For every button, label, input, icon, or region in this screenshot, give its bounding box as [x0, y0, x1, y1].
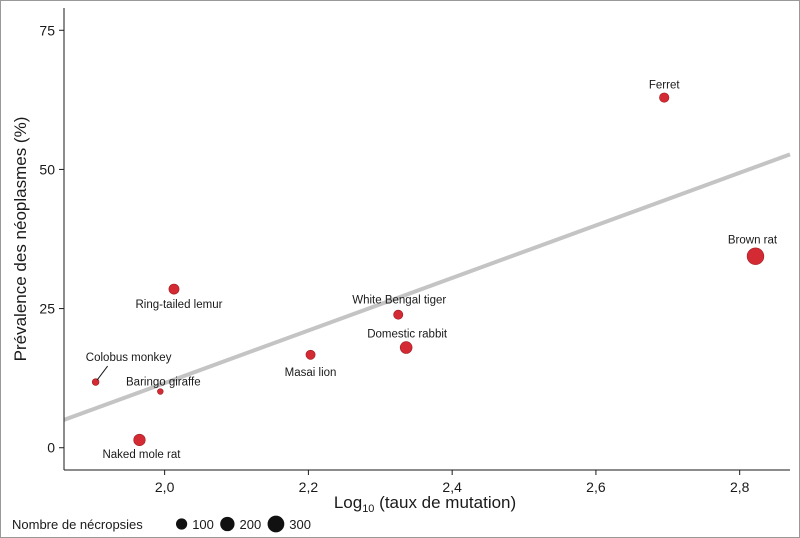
- legend-title: Nombre de nécropsies: [12, 517, 143, 532]
- point-label: Baringo giraffe: [126, 377, 201, 389]
- legend-size-label: 100: [192, 517, 214, 532]
- x-ticks: 2,0 2,2 2,4 2,6 2,8: [155, 470, 750, 495]
- y-tick-label: 0: [47, 440, 55, 456]
- data-point: [168, 283, 180, 295]
- x-axis-title: Log10 (taux de mutation): [334, 493, 516, 515]
- x-axis-title-subscript: 10: [362, 503, 374, 515]
- point-label: Ring-tailed lemur: [136, 299, 223, 311]
- y-tick-label: 50: [39, 161, 55, 177]
- x-tick-label: 2,4: [442, 479, 462, 495]
- x-tick-label: 2,6: [586, 479, 606, 495]
- data-point: [133, 433, 146, 447]
- data-point: [305, 349, 316, 360]
- axes: [63, 8, 790, 471]
- trendline: [63, 152, 791, 422]
- data-point: [746, 247, 765, 265]
- point-label: Ferret: [649, 80, 680, 92]
- legend-size-label: 200: [240, 517, 262, 532]
- legend-size-marker: [176, 518, 188, 530]
- data-point: [157, 388, 164, 395]
- legend-size-marker: [220, 516, 235, 532]
- legend-size-label: 300: [289, 517, 311, 532]
- x-axis-title-main: Log: [334, 493, 362, 512]
- data-point: [659, 92, 670, 103]
- x-tick-label: 2,2: [299, 479, 319, 495]
- point-labels: Ferret Brown rat Ring-tailed lemur White Be…: [86, 80, 778, 461]
- point-label: Domestic rabbit: [367, 329, 448, 341]
- size-legend: Nombre de nécropsies 100 200 300: [12, 515, 311, 533]
- data-points: [91, 92, 765, 447]
- x-tick-label: 2,8: [730, 479, 750, 495]
- label-leader-line: [96, 365, 109, 381]
- y-tick-label: 75: [39, 22, 55, 38]
- y-tick-label: 25: [39, 301, 55, 317]
- data-point: [393, 309, 404, 320]
- x-axis-title-rest: (taux de mutation): [374, 493, 516, 512]
- data-point: [399, 341, 413, 354]
- legend-size-marker: [267, 515, 285, 533]
- x-tick-label: 2,0: [155, 479, 175, 495]
- data-point: [91, 378, 100, 386]
- y-axis-title: Prévalence des néoplasmes (%): [11, 117, 30, 362]
- point-label: Masai lion: [285, 367, 337, 379]
- point-label: Colobus monkey: [86, 352, 172, 364]
- point-label: White Bengal tiger: [352, 295, 446, 307]
- point-label: Naked mole rat: [102, 449, 181, 461]
- point-label: Brown rat: [728, 234, 778, 246]
- y-ticks: 0 25 50 75: [39, 22, 64, 456]
